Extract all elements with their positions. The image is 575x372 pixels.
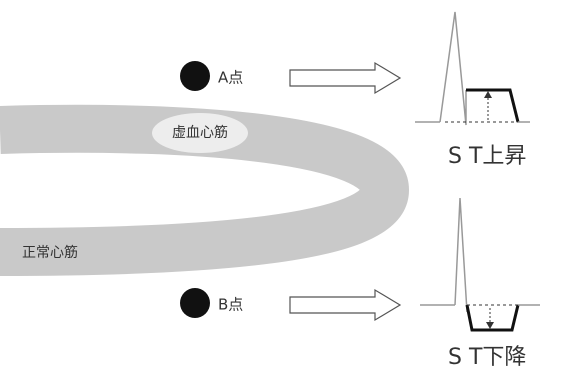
result-label: S T下降 [448, 345, 526, 370]
point-label: B点 [218, 296, 243, 314]
point-marker [180, 61, 210, 91]
result-label: S T上昇 [448, 144, 526, 169]
point-marker [180, 288, 210, 318]
ecg-depression [420, 198, 540, 330]
region-label: 虚血心筋 [172, 124, 228, 141]
region-label: 正常心筋 [22, 244, 78, 261]
arrow [290, 290, 400, 320]
arrow [290, 63, 400, 93]
ecg-elevation [415, 12, 530, 125]
point-label: A点 [218, 69, 243, 87]
diagram: 虚血心筋 正常心筋 A点 B点 S T上昇 S T下降 [0, 0, 575, 372]
